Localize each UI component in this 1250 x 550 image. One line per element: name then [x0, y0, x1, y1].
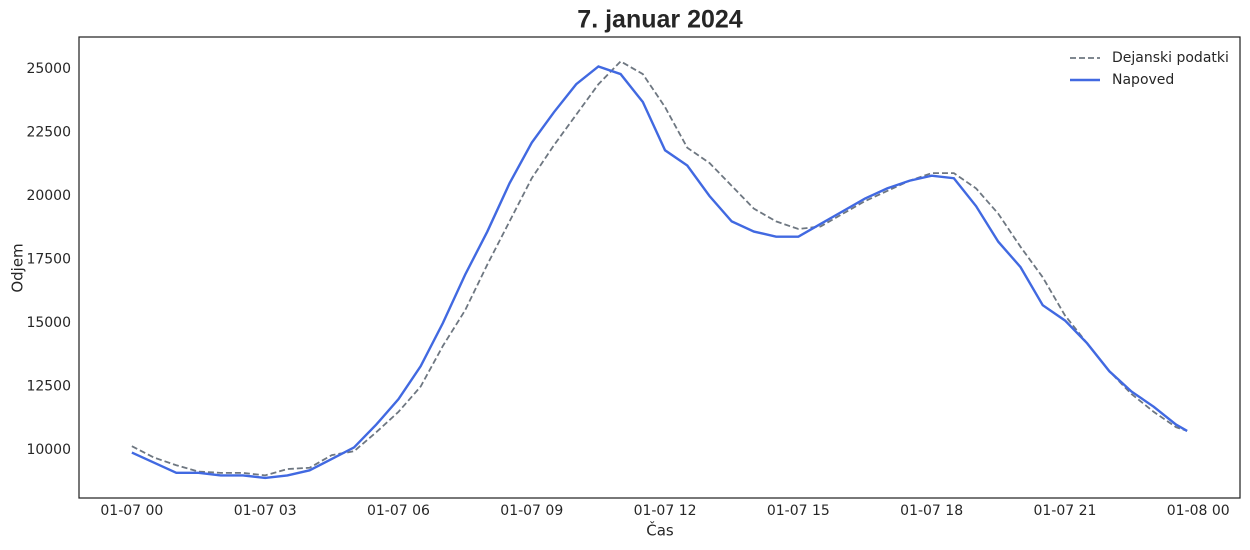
y-tick-label: 10000	[26, 442, 71, 458]
legend-label: Napoved	[1112, 72, 1174, 88]
x-tick-label: 01-07 21	[1033, 503, 1096, 519]
x-tick-label: 01-07 09	[500, 503, 563, 519]
series-line	[131, 65, 1188, 480]
x-tick-label: 01-07 18	[900, 503, 963, 519]
y-tick-label: 25000	[26, 61, 71, 77]
x-tick-label: 01-07 00	[100, 503, 163, 519]
y-axis-label: Odjem	[9, 243, 27, 292]
x-tick-label: 01-07 06	[367, 503, 430, 519]
y-tick-label: 15000	[26, 315, 71, 331]
y-tick-label: 12500	[26, 378, 71, 394]
x-tick-label: 01-08 00	[1167, 503, 1230, 519]
y-tick-label: 20000	[26, 188, 71, 204]
x-axis-label: Čas	[646, 521, 674, 540]
x-tick-label: 01-07 12	[634, 503, 697, 519]
x-tick-label: 01-07 15	[767, 503, 830, 519]
y-tick-label: 17500	[26, 251, 71, 267]
series-line	[131, 60, 1188, 477]
y-tick-label: 22500	[26, 125, 71, 141]
plot-frame	[78, 36, 1241, 499]
x-tick-label: 01-07 03	[234, 503, 297, 519]
legend-label: Dejanski podatki	[1112, 50, 1229, 66]
chart-title: 7. januar 2024	[577, 6, 742, 34]
